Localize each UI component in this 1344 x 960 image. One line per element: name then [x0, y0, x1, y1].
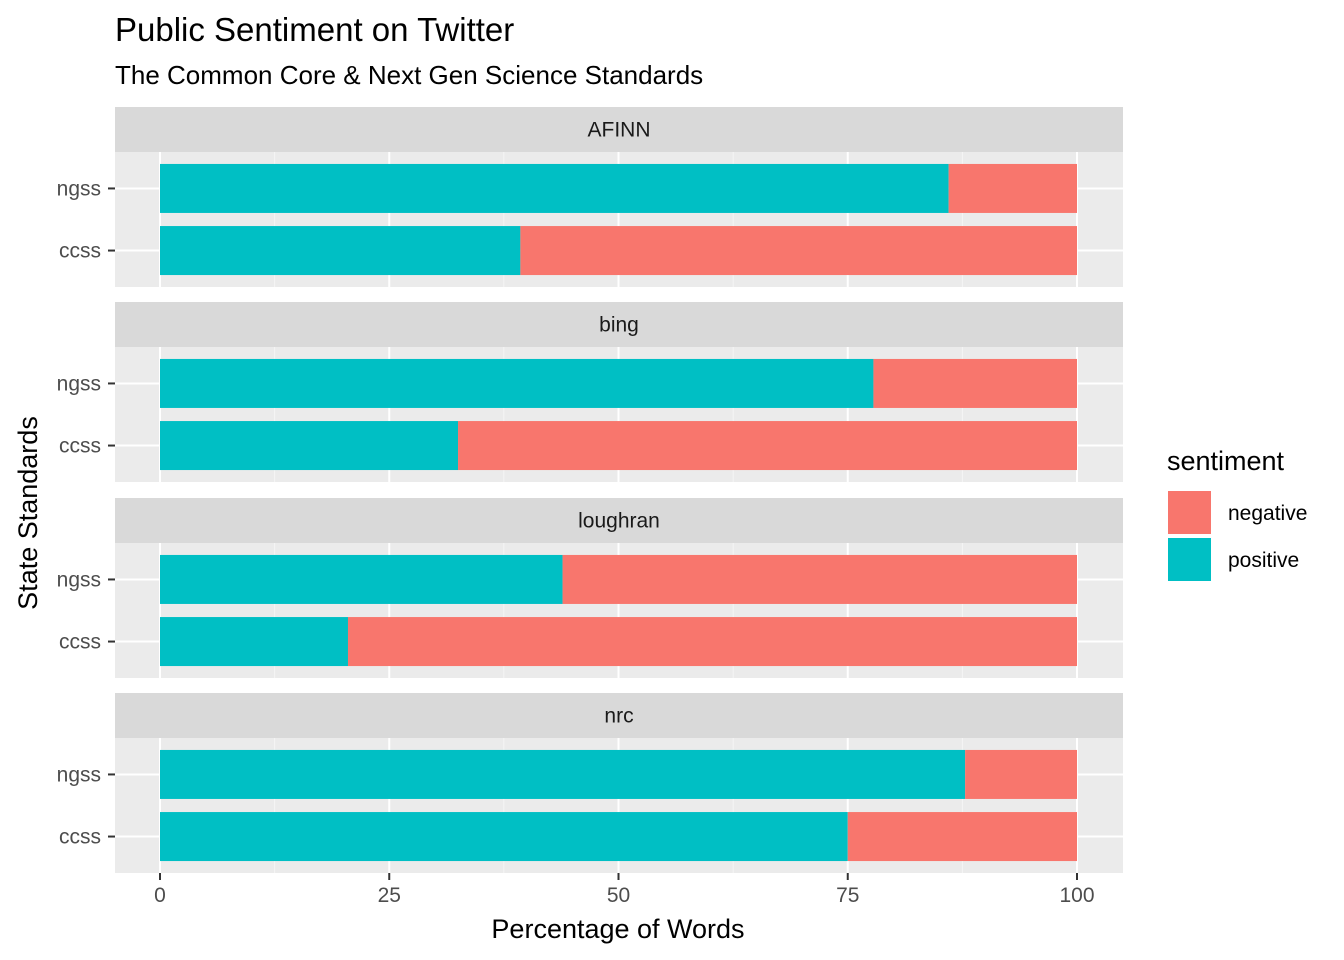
y-axis-title: State Standards — [13, 416, 43, 610]
facet-strip-label: bing — [599, 314, 639, 337]
bar-negative-ccss — [520, 226, 1077, 276]
facet-strip-label: loughran — [578, 510, 660, 533]
chart-subtitle: The Common Core & Next Gen Science Stand… — [115, 60, 703, 90]
facet-loughran: loughran ngss ccss — [57, 498, 1123, 678]
facet-strip-label: nrc — [604, 705, 633, 728]
y-tick-label: ngss — [57, 372, 101, 395]
bar-positive-ccss — [160, 812, 848, 862]
x-tick-label: 75 — [836, 884, 859, 907]
bar-positive-ccss — [160, 421, 459, 471]
facet-strip — [115, 107, 1123, 152]
legend: sentiment negative positive — [1166, 446, 1307, 583]
y-tick-label: ngss — [57, 763, 101, 786]
y-tick-label: ngss — [57, 568, 101, 591]
legend-key-positive — [1166, 536, 1213, 583]
x-axis-title: Percentage of Words — [491, 914, 744, 944]
chart-title: Public Sentiment on Twitter — [115, 11, 514, 48]
legend-label-positive: positive — [1228, 549, 1299, 572]
x-tick-label: 25 — [378, 884, 401, 907]
bar-positive-ngss — [160, 358, 874, 408]
x-axis: 0 25 50 75 100 — [154, 873, 1095, 907]
y-tick-label: ccss — [59, 240, 101, 263]
facet-strip — [115, 498, 1123, 543]
facet-afinn: AFINN ngss ccss — [57, 107, 1123, 287]
bar-negative-ccss — [458, 421, 1077, 471]
facet-strip — [115, 302, 1123, 347]
legend-key-negative — [1166, 489, 1213, 536]
bar-positive-ccss — [160, 226, 521, 276]
bar-positive-ngss — [160, 749, 966, 799]
legend-label-negative: negative — [1228, 502, 1307, 525]
y-tick-label: ccss — [59, 435, 101, 458]
x-tick-label: 0 — [154, 884, 166, 907]
bar-negative-ngss — [873, 358, 1077, 408]
y-tick-label: ccss — [59, 631, 101, 654]
bar-negative-ngss — [948, 163, 1077, 213]
bar-negative-ngss — [965, 749, 1077, 799]
facet-bing: bing ngss ccss — [57, 302, 1123, 482]
bar-negative-ccss — [347, 617, 1077, 667]
x-tick-label: 100 — [1059, 884, 1094, 907]
bar-negative-ngss — [562, 554, 1077, 604]
x-tick-label: 50 — [607, 884, 630, 907]
y-tick-label: ngss — [57, 177, 101, 200]
facet-strip — [115, 693, 1123, 738]
facet-strip-label: AFINN — [588, 119, 651, 142]
bar-positive-ccss — [160, 617, 348, 667]
bar-negative-ccss — [847, 812, 1077, 862]
facet-panels: AFINN ngss ccss bing ngss ccss loughran ngss ccs… — [57, 107, 1123, 873]
bar-positive-ngss — [160, 163, 949, 213]
legend-title: sentiment — [1167, 446, 1285, 476]
bar-positive-ngss — [160, 554, 563, 604]
y-tick-label: ccss — [59, 826, 101, 849]
facet-nrc: nrc ngss ccss — [57, 693, 1123, 873]
